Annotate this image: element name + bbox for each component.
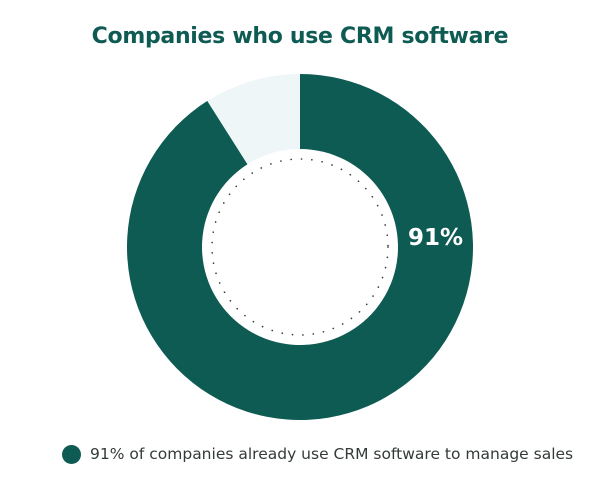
donut-slice-1 — [207, 74, 300, 165]
donut-slice-0 — [126, 74, 473, 420]
donut-slices — [126, 74, 473, 420]
slice-label-main: 91% — [408, 225, 463, 251]
legend-entry-text: 91% of companies already use CRM softwar… — [90, 445, 574, 463]
chart-title: Companies who use CRM software — [91, 24, 509, 49]
inner-dotted-ring — [211, 158, 389, 336]
legend-swatch — [62, 444, 81, 464]
chart-legend: 91% of companies already use CRM softwar… — [62, 442, 573, 466]
